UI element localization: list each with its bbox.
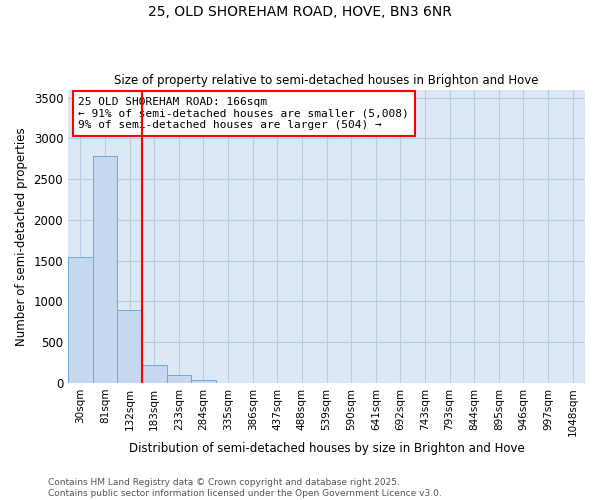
Bar <box>68 258 92 383</box>
Bar <box>117 310 142 383</box>
Bar <box>191 380 216 383</box>
X-axis label: Distribution of semi-detached houses by size in Brighton and Hove: Distribution of semi-detached houses by … <box>128 442 524 455</box>
Text: 25, OLD SHOREHAM ROAD, HOVE, BN3 6NR: 25, OLD SHOREHAM ROAD, HOVE, BN3 6NR <box>148 5 452 19</box>
Text: Contains HM Land Registry data © Crown copyright and database right 2025.
Contai: Contains HM Land Registry data © Crown c… <box>48 478 442 498</box>
Title: Size of property relative to semi-detached houses in Brighton and Hove: Size of property relative to semi-detach… <box>114 74 539 87</box>
Bar <box>167 375 191 383</box>
Bar <box>142 365 167 383</box>
Y-axis label: Number of semi-detached properties: Number of semi-detached properties <box>15 127 28 346</box>
Text: 25 OLD SHOREHAM ROAD: 166sqm
← 91% of semi-detached houses are smaller (5,008)
9: 25 OLD SHOREHAM ROAD: 166sqm ← 91% of se… <box>79 97 409 130</box>
Bar <box>92 156 117 383</box>
